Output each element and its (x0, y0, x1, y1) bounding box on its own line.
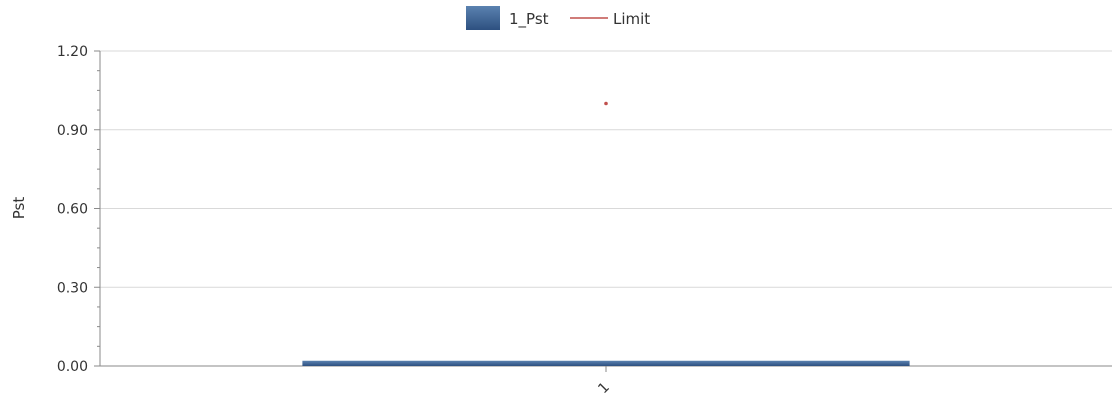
limit-point (604, 101, 608, 106)
bars (302, 360, 910, 366)
y-tick-label: 0.90 (57, 123, 88, 139)
y-tick-label: 1.20 (57, 44, 88, 60)
limit-series (604, 101, 608, 106)
x-axis-ticks: 1 (595, 366, 613, 397)
legend-label-line: Limit (613, 10, 650, 28)
y-tick-label: 0.30 (57, 280, 88, 296)
y-tick-label: 0.60 (57, 202, 88, 218)
legend: 1_Pst Limit (466, 6, 650, 30)
y-axis-ticks: 0.00 0.30 0.60 0.90 1.20 (57, 44, 100, 375)
gridlines (100, 50, 1112, 288)
x-tick-label: 1 (595, 380, 613, 398)
legend-swatch-bar (466, 6, 500, 30)
bar (302, 360, 910, 366)
legend-label-bar: 1_Pst (509, 10, 549, 29)
y-tick-label: 0.00 (57, 359, 88, 375)
y-axis-title: Pst (10, 197, 28, 220)
